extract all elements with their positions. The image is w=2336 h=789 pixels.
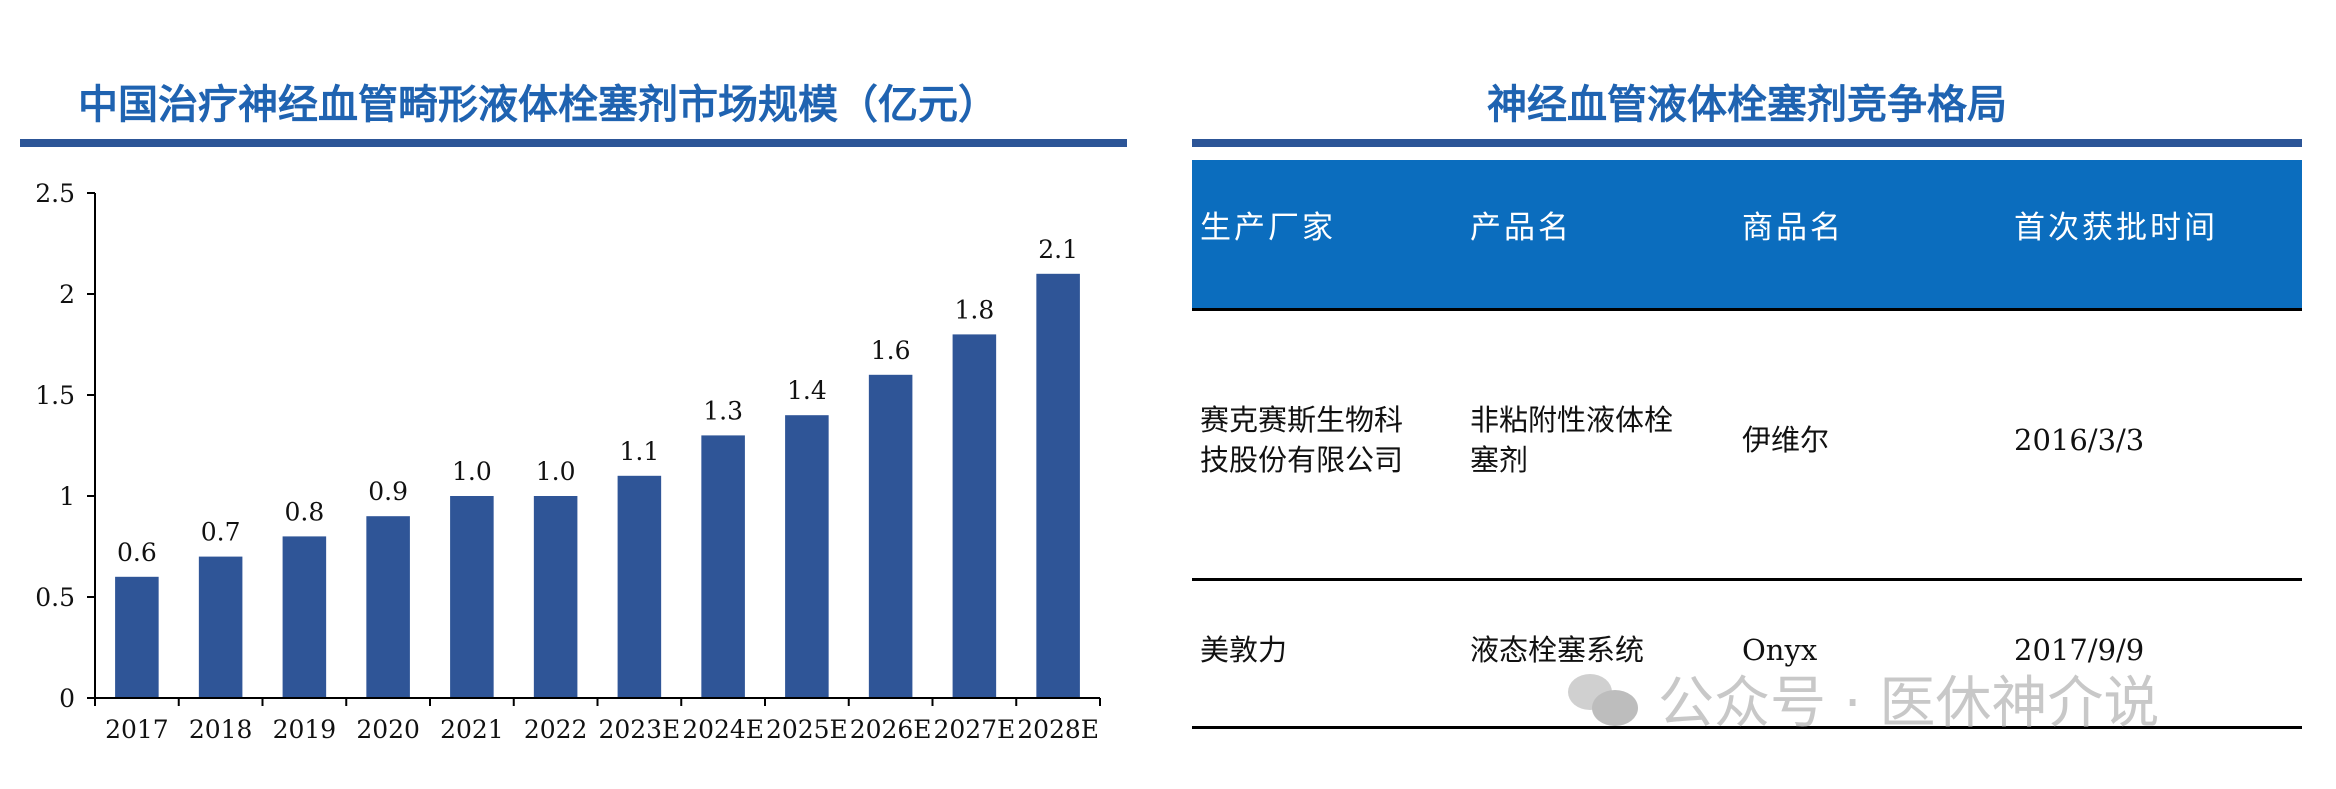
bar <box>366 516 410 698</box>
data-label: 0.9 <box>368 477 408 506</box>
bar <box>450 496 494 698</box>
data-label: 1.0 <box>536 457 576 486</box>
x-tick-label: 2021 <box>440 715 504 744</box>
data-label: 1.6 <box>871 336 911 365</box>
row1-approval: 2016/3/3 <box>2014 423 2145 457</box>
header-approval: 首次获批时间 <box>2014 210 2218 246</box>
row1-manufacturer: 赛克赛斯生物科 技股份有限公司 <box>1200 403 1404 477</box>
data-label: 1.3 <box>703 396 743 425</box>
x-axis: 2017 2018 2019 2020 2021 2022 2023E 2024E 2025E 2… <box>94 697 1101 744</box>
row1-brand: 伊维尔 <box>1742 423 1830 457</box>
x-tick-label: 2024E <box>682 715 764 744</box>
row1-product: 非粘附性液体栓 塞剂 <box>1470 403 1674 477</box>
table-header: 生产厂家 产品名 商品名 首次获批时间 <box>1192 160 2302 308</box>
row2-product: 液态栓塞系统 <box>1470 633 1645 667</box>
chart-title-rule <box>20 139 1127 147</box>
bar <box>115 576 159 698</box>
bars <box>115 273 1080 698</box>
table-title-rule <box>1192 139 2302 147</box>
data-label: 1.0 <box>452 457 492 486</box>
bar-chart: 0 0.5 1 1.5 2 2.5 0.6 0.7 0.8 0.9 1.0 1.0 1.1 1.3 1.4… <box>35 179 1101 744</box>
bar <box>198 556 243 698</box>
x-tick-label: 2020 <box>356 715 420 744</box>
data-label: 1.1 <box>619 437 659 466</box>
bar <box>1036 273 1080 698</box>
y-tick-label: 0 <box>59 684 75 713</box>
bar <box>617 475 662 698</box>
row2-manufacturer: 美敦力 <box>1200 633 1288 667</box>
row-divider <box>1192 578 2302 581</box>
data-label: 1.4 <box>787 376 827 405</box>
bar <box>282 536 327 698</box>
x-tick-label: 2025E <box>766 715 848 744</box>
data-label: 0.7 <box>201 518 241 547</box>
y-tick-label: 2 <box>59 280 75 309</box>
wechat-icon <box>1568 668 1638 728</box>
watermark-text: 公众号 · 医休神介说 <box>1658 670 2160 736</box>
x-tick-label: 2027E <box>933 715 1015 744</box>
x-tick-label: 2022 <box>524 715 588 744</box>
bar <box>533 496 578 698</box>
table-title: 神经血管液体栓塞剂竞争格局 <box>1487 82 2007 128</box>
bar <box>868 374 913 698</box>
bar <box>701 435 745 698</box>
x-tick-label: 2028E <box>1017 715 1099 744</box>
x-tick-label: 2019 <box>273 715 337 744</box>
data-label: 2.1 <box>1038 235 1078 264</box>
data-label: 0.8 <box>284 497 324 526</box>
data-label: 1.8 <box>954 295 994 324</box>
table-bottom-rule <box>1192 726 2302 729</box>
x-tick-label: 2023E <box>598 715 680 744</box>
data-labels: 0.6 0.7 0.8 0.9 1.0 1.0 1.1 1.3 1.4 1.6 1.8 2.1 <box>117 235 1078 567</box>
bar <box>785 415 829 698</box>
watermark: 公众号 · 医休神介说 <box>1568 658 2288 738</box>
x-tick-label: 2017 <box>105 715 169 744</box>
x-tick-label: 2018 <box>189 715 253 744</box>
header-brand: 商品名 <box>1742 210 1844 246</box>
y-tick-label: 1 <box>59 482 75 511</box>
y-tick-label: 2.5 <box>35 179 75 208</box>
header-product: 产品名 <box>1470 210 1572 246</box>
header-divider <box>1192 308 2302 311</box>
data-label: 0.6 <box>117 538 157 567</box>
y-axis: 0 0.5 1 1.5 2 2.5 <box>35 179 96 713</box>
x-tick-label: 2026E <box>850 715 932 744</box>
y-tick-label: 1.5 <box>35 381 75 410</box>
y-tick-label: 0.5 <box>35 583 75 612</box>
row2-brand: Onyx <box>1742 633 1818 667</box>
header-manufacturer: 生产厂家 <box>1200 210 1336 246</box>
row2-approval: 2017/9/9 <box>2014 633 2145 667</box>
bar <box>952 334 997 698</box>
chart-title: 中国治疗神经血管畸形液体栓塞剂市场规模（亿元） <box>78 82 998 128</box>
